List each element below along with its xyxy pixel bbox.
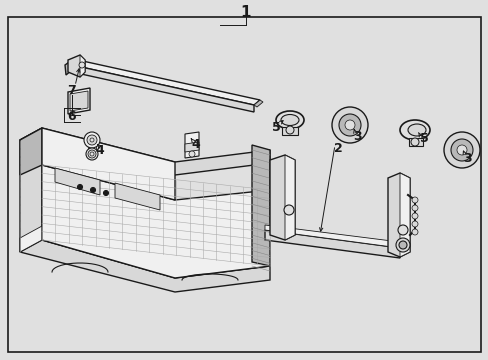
Polygon shape bbox=[115, 183, 160, 210]
Polygon shape bbox=[68, 88, 90, 114]
Circle shape bbox=[338, 114, 360, 136]
Circle shape bbox=[77, 185, 82, 189]
Text: 3: 3 bbox=[353, 130, 362, 143]
Ellipse shape bbox=[275, 111, 304, 129]
Bar bbox=[408, 138, 422, 146]
Circle shape bbox=[450, 139, 472, 161]
Polygon shape bbox=[20, 240, 269, 292]
Polygon shape bbox=[65, 60, 78, 75]
Polygon shape bbox=[399, 173, 409, 257]
Bar bbox=[282, 127, 297, 135]
Circle shape bbox=[411, 197, 417, 203]
Polygon shape bbox=[20, 128, 269, 175]
Text: 6: 6 bbox=[67, 109, 76, 122]
Circle shape bbox=[90, 188, 95, 193]
Circle shape bbox=[189, 151, 195, 157]
Circle shape bbox=[103, 190, 108, 195]
Circle shape bbox=[345, 120, 354, 130]
Text: 2: 2 bbox=[333, 141, 342, 154]
Circle shape bbox=[456, 145, 466, 155]
Circle shape bbox=[398, 241, 406, 249]
Text: 7: 7 bbox=[67, 84, 76, 96]
Circle shape bbox=[411, 221, 417, 227]
Polygon shape bbox=[184, 142, 199, 152]
Text: 5: 5 bbox=[271, 121, 280, 134]
Circle shape bbox=[284, 205, 293, 215]
Polygon shape bbox=[251, 145, 269, 266]
Text: 3: 3 bbox=[463, 152, 471, 165]
Circle shape bbox=[410, 138, 418, 146]
Circle shape bbox=[86, 148, 98, 160]
Polygon shape bbox=[387, 173, 409, 257]
Bar bbox=[88, 141, 96, 153]
Circle shape bbox=[443, 132, 479, 168]
Text: 5: 5 bbox=[419, 131, 427, 144]
Polygon shape bbox=[20, 226, 269, 278]
Circle shape bbox=[411, 205, 417, 211]
Text: 4: 4 bbox=[96, 144, 104, 157]
Polygon shape bbox=[80, 55, 85, 77]
Ellipse shape bbox=[399, 120, 429, 140]
Circle shape bbox=[87, 135, 97, 145]
Polygon shape bbox=[20, 128, 42, 252]
Ellipse shape bbox=[281, 114, 298, 126]
Polygon shape bbox=[42, 165, 269, 278]
Polygon shape bbox=[20, 128, 42, 175]
Polygon shape bbox=[72, 60, 260, 105]
Polygon shape bbox=[285, 155, 294, 240]
Polygon shape bbox=[184, 132, 199, 158]
Circle shape bbox=[88, 150, 96, 158]
Circle shape bbox=[331, 107, 367, 143]
Text: 4: 4 bbox=[191, 138, 200, 150]
Polygon shape bbox=[264, 225, 399, 248]
Polygon shape bbox=[42, 128, 175, 200]
Polygon shape bbox=[72, 65, 253, 112]
Polygon shape bbox=[68, 55, 85, 77]
Polygon shape bbox=[253, 100, 263, 107]
Polygon shape bbox=[264, 230, 399, 258]
Polygon shape bbox=[55, 168, 100, 195]
Circle shape bbox=[90, 138, 94, 142]
Polygon shape bbox=[269, 155, 294, 240]
Circle shape bbox=[90, 152, 94, 156]
Circle shape bbox=[395, 238, 409, 252]
Circle shape bbox=[84, 132, 100, 148]
Ellipse shape bbox=[407, 124, 425, 136]
Circle shape bbox=[79, 62, 85, 68]
Circle shape bbox=[397, 225, 407, 235]
Circle shape bbox=[411, 229, 417, 235]
Text: 1: 1 bbox=[240, 5, 251, 19]
Circle shape bbox=[285, 126, 293, 134]
Polygon shape bbox=[70, 91, 88, 111]
Circle shape bbox=[411, 213, 417, 219]
